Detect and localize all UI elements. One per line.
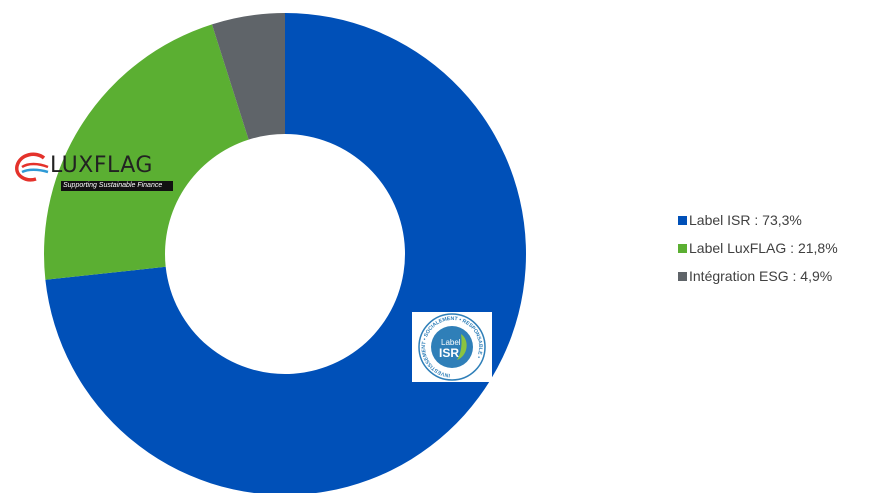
luxflag-swoosh-icon [15, 152, 49, 182]
isr-logo-name: ISR [439, 346, 459, 360]
donut-slices [44, 13, 526, 493]
donut-slice-label-isr [45, 13, 526, 493]
luxflag-logo: LUXFLAG Supporting Sustainable Finance [14, 152, 174, 192]
isr-logo-label: Label [441, 338, 461, 347]
chart-legend: Label ISR : 73,3% Label LuxFLAG : 21,8% … [678, 210, 838, 294]
luxflag-name: LUXFLAG [50, 153, 153, 178]
isr-seal-icon: Label ISR INVESTISSEMENT • SOCIALEMENT •… [418, 313, 486, 381]
legend-label: Label LuxFLAG : 21,8% [689, 240, 838, 256]
donut-slice-label-luxflag [44, 24, 249, 280]
isr-label-logo: Label ISR INVESTISSEMENT • SOCIALEMENT •… [412, 312, 492, 382]
legend-item-luxflag: Label LuxFLAG : 21,8% [678, 238, 838, 258]
legend-swatch [678, 243, 687, 253]
legend-item-isr: Label ISR : 73,3% [678, 210, 838, 230]
legend-swatch [678, 215, 687, 225]
donut-slice-int-gration-esg [211, 13, 285, 140]
legend-label: Label ISR : 73,3% [689, 212, 802, 228]
legend-item-esg: Intégration ESG : 4,9% [678, 266, 838, 286]
legend-swatch [678, 271, 687, 281]
legend-label: Intégration ESG : 4,9% [689, 268, 833, 284]
luxflag-tagline: Supporting Sustainable Finance [61, 181, 173, 191]
